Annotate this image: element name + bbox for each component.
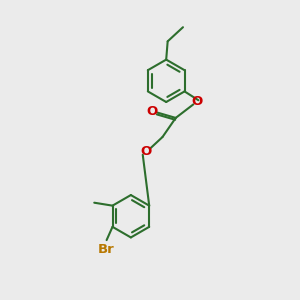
Text: Br: Br [98,243,115,256]
Text: O: O [146,105,157,118]
Text: O: O [141,145,152,158]
Text: O: O [191,95,203,108]
